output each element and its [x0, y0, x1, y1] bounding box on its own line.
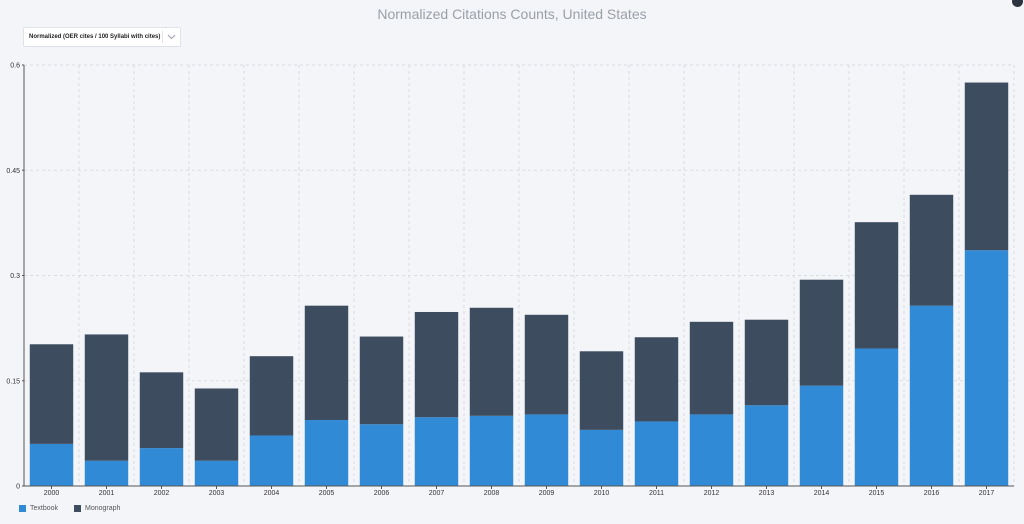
legend-item-textbook[interactable]: Textbook	[19, 505, 58, 512]
legend-label-monograph: Monograph	[85, 505, 121, 512]
bar-monograph-2002[interactable]	[139, 372, 184, 449]
x-tick-label: 2004	[264, 490, 280, 497]
bar-monograph-2010[interactable]	[579, 351, 624, 430]
x-tick-label: 2010	[594, 490, 610, 497]
dropdown-separator	[162, 31, 163, 43]
bar-textbook-2012[interactable]	[689, 414, 734, 486]
bar-monograph-2008[interactable]	[469, 307, 514, 416]
x-tick-label: 2000	[44, 490, 60, 497]
legend: Textbook Monograph	[19, 505, 120, 512]
bar-textbook-2008[interactable]	[469, 415, 514, 486]
bar-textbook-2002[interactable]	[139, 448, 184, 486]
bar-textbook-2003[interactable]	[194, 460, 239, 486]
x-tick-label: 2016	[924, 490, 940, 497]
bar-layer	[29, 82, 1009, 486]
bar-textbook-2004[interactable]	[249, 435, 294, 486]
bar-textbook-2006[interactable]	[359, 424, 404, 486]
bar-textbook-2017[interactable]	[964, 250, 1009, 486]
x-tick-label: 2005	[319, 490, 335, 497]
legend-swatch-monograph	[74, 505, 82, 512]
bar-textbook-2000[interactable]	[29, 443, 74, 486]
bar-textbook-2007[interactable]	[414, 417, 459, 486]
bar-monograph-2004[interactable]	[249, 356, 294, 436]
metric-dropdown[interactable]: Normalized (OER cites / 100 Syllabi with…	[23, 27, 181, 47]
bar-monograph-2000[interactable]	[29, 344, 74, 444]
bar-monograph-2015[interactable]	[854, 222, 899, 349]
x-tick-label: 2007	[429, 490, 445, 497]
x-tick-label: 2015	[869, 490, 885, 497]
x-tick-label: 2001	[99, 490, 115, 497]
metric-dropdown-value: Normalized (OER cites / 100 Syllabi with…	[29, 34, 161, 40]
y-tick-label: 0.3	[10, 273, 20, 280]
x-tick-label: 2009	[539, 490, 555, 497]
bar-monograph-2011[interactable]	[634, 337, 679, 422]
x-tick-label: 2012	[704, 490, 720, 497]
y-tick-label: 0.15	[6, 378, 20, 385]
bar-monograph-2003[interactable]	[194, 388, 239, 461]
legend-label-textbook: Textbook	[30, 505, 59, 512]
bar-monograph-2013[interactable]	[744, 319, 789, 406]
x-tick-label: 2006	[374, 490, 390, 497]
legend-swatch-textbook	[19, 505, 26, 512]
chart-title: Normalized Citations Counts, United Stat…	[377, 6, 647, 22]
x-tick-label: 2003	[209, 490, 225, 497]
bar-textbook-2001[interactable]	[84, 460, 129, 486]
bar-monograph-2006[interactable]	[359, 336, 404, 425]
bar-textbook-2009[interactable]	[524, 414, 569, 486]
bar-monograph-2001[interactable]	[84, 334, 129, 461]
axis-layer: 0 0.15 0.3 0.45 0.6 2000 2001 2002 2003 2004 2005 2…	[6, 63, 1014, 497]
x-tick-label: 2011	[649, 490, 664, 497]
bar-monograph-2009[interactable]	[524, 314, 569, 415]
bar-monograph-2007[interactable]	[414, 311, 459, 418]
bar-textbook-2010[interactable]	[579, 429, 624, 486]
menu-dot-icon[interactable]	[1012, 0, 1023, 7]
bar-textbook-2014[interactable]	[799, 385, 844, 486]
x-tick-label: 2017	[979, 490, 995, 497]
x-tick-label: 2014	[814, 490, 830, 497]
x-tick-label: 2002	[154, 490, 170, 497]
chevron-down-icon[interactable]	[163, 34, 180, 40]
bar-monograph-2014[interactable]	[799, 279, 844, 386]
bar-textbook-2015[interactable]	[854, 348, 899, 486]
y-tick-label: 0.6	[10, 63, 20, 70]
bar-textbook-2005[interactable]	[304, 420, 349, 486]
bar-monograph-2012[interactable]	[689, 321, 734, 415]
x-tick-label: 2013	[759, 490, 775, 497]
legend-item-monograph[interactable]: Monograph	[74, 505, 120, 512]
y-tick-label: 0.45	[6, 168, 20, 175]
bar-monograph-2016[interactable]	[909, 194, 954, 306]
bar-monograph-2017[interactable]	[964, 82, 1009, 251]
bar-textbook-2013[interactable]	[744, 405, 789, 486]
bar-textbook-2016[interactable]	[909, 305, 954, 486]
y-tick-label: 0	[16, 484, 20, 491]
grid-layer	[24, 64, 1015, 486]
bar-monograph-2005[interactable]	[304, 305, 349, 421]
x-tick-label: 2008	[484, 490, 500, 497]
bar-textbook-2011[interactable]	[634, 421, 679, 486]
